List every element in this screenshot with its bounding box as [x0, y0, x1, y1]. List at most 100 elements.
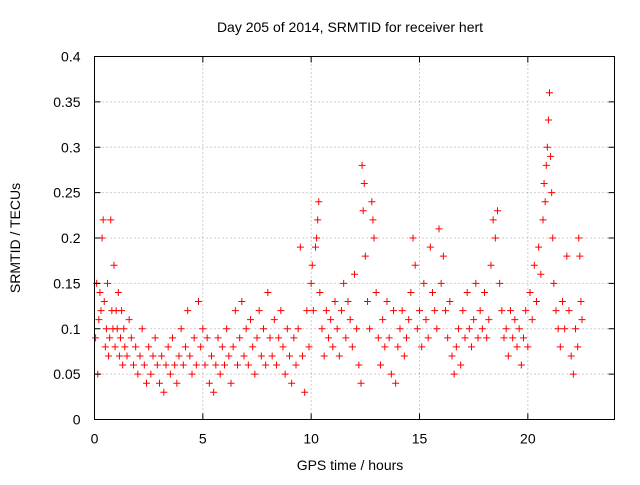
- data-point: [102, 325, 110, 333]
- data-point: [247, 316, 254, 324]
- data-point: [223, 325, 231, 333]
- data-point: [528, 316, 536, 324]
- data-point: [166, 370, 174, 378]
- data-point: [552, 307, 560, 315]
- data-point: [444, 334, 452, 342]
- data-point: [301, 388, 309, 396]
- y-tick-label: 0: [73, 412, 81, 428]
- data-point: [542, 161, 550, 169]
- data-point: [325, 334, 332, 342]
- data-point: [533, 298, 540, 306]
- x-tick-label: 0: [91, 431, 99, 447]
- data-point: [433, 325, 441, 333]
- data-point: [255, 307, 263, 315]
- data-point: [333, 325, 341, 333]
- data-point: [368, 198, 376, 206]
- data-point: [214, 334, 222, 342]
- data-point: [446, 298, 454, 306]
- data-point: [526, 288, 534, 296]
- y-tick-label: 0.3: [61, 139, 81, 155]
- data-point: [238, 298, 246, 306]
- data-point: [338, 307, 345, 315]
- data-point: [448, 352, 456, 360]
- data-point: [416, 307, 423, 315]
- data-point: [231, 307, 239, 315]
- data-point: [379, 316, 387, 324]
- data-point: [377, 361, 384, 369]
- x-tick-label: 5: [199, 431, 207, 447]
- data-point: [292, 361, 300, 369]
- data-point: [197, 343, 205, 351]
- data-point: [169, 334, 176, 342]
- data-point: [381, 343, 389, 351]
- y-tick-label: 0.05: [53, 366, 80, 382]
- data-point: [372, 288, 380, 296]
- data-point: [290, 334, 298, 342]
- x-tick-label: 20: [520, 431, 536, 447]
- data-point: [577, 298, 585, 306]
- data-point: [288, 379, 296, 387]
- data-point: [257, 352, 265, 360]
- data-point: [452, 343, 460, 351]
- data-point: [184, 307, 192, 315]
- data-point: [507, 307, 514, 315]
- data-point: [500, 334, 508, 342]
- data-point: [195, 298, 202, 306]
- data-point: [502, 325, 510, 333]
- data-point: [424, 334, 432, 342]
- data-point: [494, 207, 501, 215]
- data-point: [405, 316, 413, 324]
- data-point: [179, 361, 187, 369]
- data-point: [361, 252, 369, 260]
- data-point: [463, 288, 471, 296]
- y-axis-label: SRMTID / TECUs: [7, 183, 23, 293]
- data-point: [96, 288, 104, 296]
- data-point: [216, 370, 224, 378]
- data-point: [485, 316, 493, 324]
- data-point: [576, 252, 584, 260]
- data-point: [578, 316, 586, 324]
- data-point: [342, 334, 350, 342]
- data-point: [273, 361, 280, 369]
- data-point: [208, 352, 215, 360]
- data-point: [104, 279, 111, 287]
- data-point: [465, 325, 473, 333]
- data-point: [127, 334, 135, 342]
- data-point: [383, 298, 391, 306]
- data-point: [548, 189, 556, 197]
- data-point: [357, 379, 365, 387]
- data-point: [392, 379, 400, 387]
- data-point: [561, 325, 569, 333]
- y-tick-label: 0.4: [61, 49, 81, 65]
- data-point: [315, 198, 323, 206]
- data-point: [413, 325, 421, 333]
- data-point: [511, 316, 519, 324]
- data-point: [539, 216, 547, 224]
- data-point: [92, 334, 100, 342]
- data-point: [396, 325, 404, 333]
- data-point: [435, 225, 443, 233]
- data-point: [370, 234, 378, 242]
- data-point: [110, 261, 118, 269]
- data-point: [335, 352, 343, 360]
- data-point: [450, 370, 458, 378]
- data-point: [387, 370, 395, 378]
- data-point: [487, 261, 495, 269]
- data-point: [459, 307, 467, 315]
- data-point: [400, 352, 408, 360]
- data-point: [160, 388, 168, 396]
- data-point: [186, 352, 194, 360]
- data-point: [201, 361, 209, 369]
- data-point: [270, 316, 278, 324]
- data-point: [346, 316, 354, 324]
- data-point: [535, 243, 543, 251]
- x-axis-label: GPS time / hours: [297, 457, 404, 473]
- y-tick-label: 0.25: [53, 185, 80, 201]
- data-point: [277, 307, 285, 315]
- data-point: [520, 334, 527, 342]
- data-point: [221, 361, 228, 369]
- data-point: [316, 288, 324, 296]
- data-point: [344, 298, 352, 306]
- data-point: [522, 307, 530, 315]
- data-point: [437, 279, 445, 287]
